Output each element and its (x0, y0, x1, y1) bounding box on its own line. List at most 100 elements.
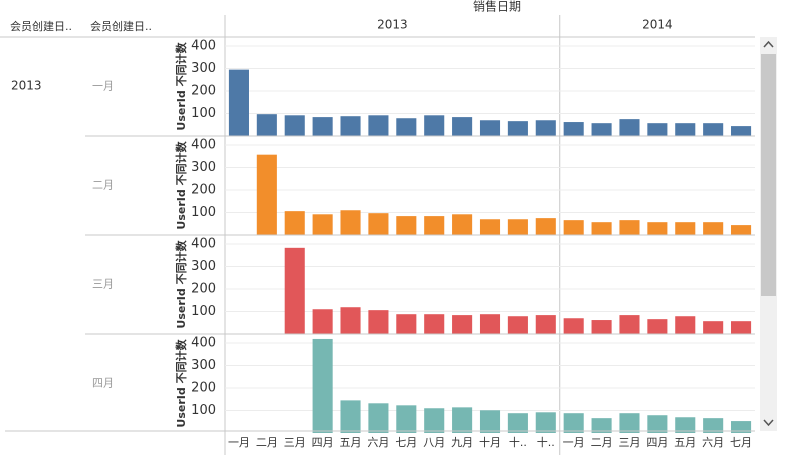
bar (452, 117, 473, 136)
bar (535, 218, 556, 235)
bar (647, 123, 668, 136)
bar (340, 400, 361, 433)
bar (424, 408, 445, 433)
bar (368, 403, 389, 433)
y-tick-label: 400 (191, 39, 216, 54)
bar (340, 210, 361, 235)
bar (619, 119, 640, 136)
bar (563, 122, 584, 136)
bar (507, 316, 528, 334)
y-tick-label: 400 (191, 336, 216, 351)
x-tick-label: 七月 (730, 436, 752, 449)
y-tick-label: 400 (191, 138, 216, 153)
y-axis-title: UserId 不同计数 (174, 239, 188, 328)
y-tick-label: 400 (191, 237, 216, 252)
y-tick-label: 300 (191, 259, 216, 274)
x-tick-label: 二月 (256, 436, 278, 449)
x-tick-label: 五月 (674, 436, 696, 449)
bar (396, 314, 417, 334)
bar (396, 118, 417, 136)
bar (312, 214, 333, 235)
y-axis-title: UserId 不同计数 (174, 140, 188, 229)
bar (675, 417, 696, 433)
x-tick-label: 三月 (284, 436, 306, 449)
bar (424, 115, 445, 136)
bar (563, 318, 584, 334)
x-tick-label: 十.. (537, 435, 555, 449)
bar (591, 222, 612, 235)
bar (424, 216, 445, 235)
bar (619, 413, 640, 433)
y-tick-label: 200 (191, 84, 216, 99)
bar (479, 314, 501, 334)
bar (647, 222, 668, 235)
x-tick-label: 四月 (646, 436, 668, 449)
bar (340, 307, 361, 334)
bar (535, 412, 556, 433)
bar (647, 319, 668, 334)
bar (675, 123, 696, 136)
y-tick-label: 200 (191, 183, 216, 198)
bar (396, 405, 417, 433)
y-axis-title: UserId 不同计数 (174, 41, 188, 130)
bar (675, 222, 696, 235)
bar (312, 309, 333, 334)
bar (563, 220, 584, 235)
bar (452, 214, 473, 235)
bar (703, 418, 724, 433)
bar (535, 315, 556, 334)
y-tick-label: 100 (191, 304, 216, 319)
x-tick-label: 八月 (423, 436, 445, 449)
bar (368, 310, 389, 334)
x-tick-label: 一月 (563, 436, 585, 449)
bar (368, 213, 389, 235)
bar (647, 415, 668, 433)
bar (507, 413, 528, 433)
bar (284, 211, 305, 235)
bar (591, 320, 612, 334)
bar (368, 115, 389, 136)
scroll-down[interactable] (763, 419, 774, 427)
x-tick-label: 四月 (312, 436, 334, 449)
y-tick-label: 300 (191, 358, 216, 373)
bar (703, 222, 724, 235)
row-header: 会员创建日.. (10, 19, 72, 33)
bar (731, 126, 752, 136)
row-header: 会员创建日.. (90, 19, 152, 33)
bar (507, 219, 528, 235)
scroll-thumb[interactable] (761, 54, 776, 296)
x-tick-label: 六月 (702, 436, 724, 449)
y-tick-label: 100 (191, 205, 216, 220)
row-label: 四月 (92, 377, 114, 390)
bar (284, 115, 305, 136)
x-tick-label: 二月 (591, 436, 613, 449)
bar (479, 219, 501, 235)
y-tick-label: 300 (191, 61, 216, 76)
bar (731, 321, 752, 334)
y-axis-title: UserId 不同计数 (174, 338, 188, 427)
bar (675, 316, 696, 334)
bar (284, 247, 305, 334)
y-tick-label: 200 (191, 381, 216, 396)
bar (424, 314, 445, 334)
scrollbar[interactable] (760, 37, 777, 431)
scroll-up[interactable] (763, 40, 774, 48)
x-tick-label: 九月 (451, 436, 473, 449)
bar (312, 338, 333, 433)
bar (703, 123, 724, 136)
bar (563, 413, 584, 433)
bar (452, 407, 473, 433)
bar (312, 117, 333, 136)
bar (619, 220, 640, 235)
row-year: 2013 (11, 79, 42, 93)
bar (479, 410, 501, 433)
bar (619, 315, 640, 334)
x-tick-label: 三月 (618, 436, 640, 449)
bar (396, 216, 417, 235)
x-tick-label: 十.. (509, 435, 527, 449)
y-tick-label: 100 (191, 106, 216, 121)
bar (507, 121, 528, 136)
row-label: 三月 (92, 278, 114, 291)
column-header: 2013 (377, 18, 408, 32)
